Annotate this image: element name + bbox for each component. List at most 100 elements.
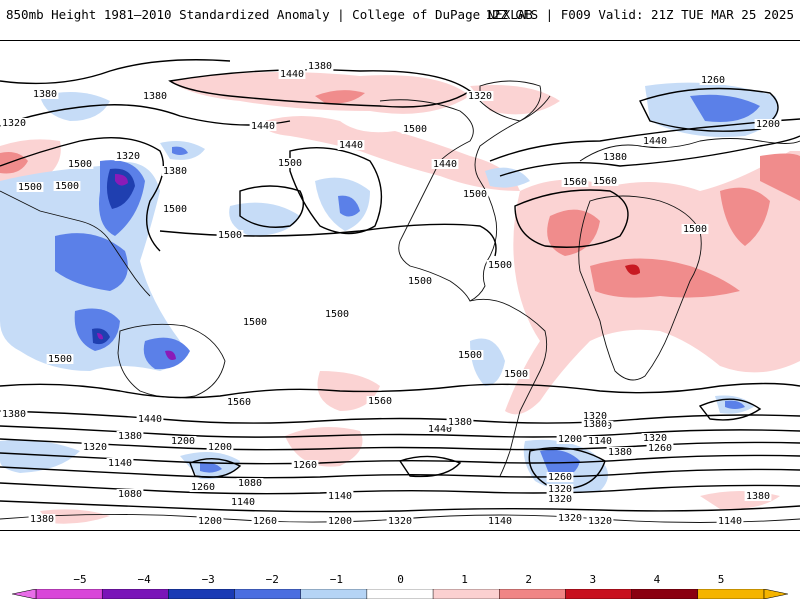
contour-label-bg (502, 369, 530, 379)
contour-label: 1500 (408, 276, 432, 287)
anomaly-positive-region (720, 187, 770, 246)
colorbar-cell (631, 589, 699, 599)
contour-label: 1380 (603, 152, 627, 163)
contour-label-bg (546, 472, 574, 482)
contour-label: 1260 (648, 443, 672, 454)
contour-label-bg (699, 75, 727, 85)
contour-label: 1260 (293, 460, 317, 471)
contour-label: 1500 (463, 189, 487, 200)
contour-label: 1440 (339, 140, 363, 151)
contour-line (398, 455, 462, 478)
colorbar-cell (499, 589, 566, 599)
contour-label: 1260 (253, 516, 277, 527)
contour-label: 1500 (163, 204, 187, 215)
colorbar-tick-label: −2 (265, 573, 279, 586)
colorbar-high-arrow (763, 589, 788, 599)
contour-label-bg (81, 442, 109, 452)
contour-label-bg (456, 350, 484, 360)
colorbar-cell (168, 589, 235, 599)
contour-label: 1440 (280, 69, 304, 80)
contour-label-bg (401, 124, 429, 134)
colorbar: −5 −4 −3 −2 −1 0 1 2 3 4 5 (0, 570, 800, 600)
contour-label: 1500 (18, 182, 42, 193)
anomaly-negative-region (690, 94, 760, 122)
contour-label-bg (561, 177, 589, 187)
anomaly-positive-region (170, 72, 470, 114)
anomaly-positive-region (625, 264, 640, 275)
contour-label: 1320 (558, 513, 582, 524)
colorbar-tick-label: 3 (589, 573, 597, 586)
anomaly-positive-region (315, 90, 365, 104)
contour-label: 1560 (368, 396, 392, 407)
contour-label: 1320 (468, 91, 492, 102)
contour-label: 1500 (243, 317, 267, 328)
contour-label: 1380 (448, 417, 472, 428)
contour-label-bg (754, 119, 782, 129)
colorbar-tick-label: 4 (653, 573, 661, 586)
contour-label-bg (0, 118, 28, 128)
contour-label: 1200 (208, 442, 232, 453)
contour-label: 1260 (548, 472, 572, 483)
anomaly-negative-region (200, 462, 222, 473)
contour-label-bg (326, 516, 354, 526)
contour-label: 1320 (83, 442, 107, 453)
contour-label-bg (581, 411, 609, 421)
contour-label-bg (16, 182, 44, 192)
contour-label: 1500 (488, 260, 512, 271)
contour-label: 1440 (138, 414, 162, 425)
contour-label-bg (116, 489, 144, 499)
contour-label: 1140 (488, 516, 512, 527)
contour-label-bg (306, 61, 334, 71)
contour-label-bg (406, 276, 434, 286)
contour-line (0, 410, 800, 424)
contour-label-bg (106, 458, 134, 468)
contour-label-bg (486, 516, 514, 526)
contour-label-bg (241, 317, 269, 327)
contour-label-bg (278, 69, 306, 79)
contour-label-bg (251, 516, 279, 526)
anomaly-positive-region (760, 153, 800, 201)
anomaly-negative-region (338, 195, 360, 217)
contour-label: 1440 (433, 159, 457, 170)
colorbar-cell (432, 589, 500, 599)
contour-line (528, 446, 606, 490)
anomaly-negative-region (55, 233, 128, 291)
contour-label-bg (236, 478, 264, 488)
colorbar-tick-label: 0 (397, 573, 404, 586)
contour-label-bg (546, 494, 574, 504)
contour-label-bg (556, 513, 584, 523)
anomaly-positive-region (0, 152, 28, 174)
weather-map[interactable]: 1380 1440 1380 1380 1320 1260 1200 1320 1440 1500… (0, 40, 800, 531)
contour-label: 1500 (683, 224, 707, 235)
anomaly-negative-region (470, 338, 505, 386)
colorbar-cell (565, 589, 632, 599)
colorbar-tick-label: −1 (329, 573, 344, 586)
contour-label: 1200 (558, 434, 582, 445)
contour-label: 1140 (108, 458, 132, 469)
colorbar-cell (234, 589, 301, 599)
colorbar-tick-label: −4 (137, 573, 151, 586)
colorbar-cell (366, 589, 434, 599)
anomaly-negative-region (165, 350, 176, 360)
contour-label: 1500 (218, 230, 242, 241)
contour-label: 1320 (116, 151, 140, 162)
contour-label: 1500 (48, 354, 72, 365)
contour-label-bg (337, 140, 365, 150)
contour-label: 1500 (325, 309, 349, 320)
coastline-south-america (469, 298, 548, 477)
map-title: 850mb Height 1981–2010 Standardized Anom… (6, 7, 533, 22)
contour-label: 1080 (238, 478, 262, 489)
colorbar-tick-label: 2 (525, 573, 532, 586)
contour-label-bg (586, 436, 614, 446)
contour-label-bg (229, 497, 257, 507)
anomaly-shading (0, 72, 800, 524)
contour-label-bg (606, 447, 634, 457)
contour-label-bg (591, 176, 619, 186)
contour-label: 1380 (746, 491, 770, 502)
contour-label: 1320 (2, 118, 26, 129)
contour-label: 1140 (328, 491, 352, 502)
contour-label: 1440 (251, 121, 275, 132)
contour-label: 1320 (388, 516, 412, 527)
contour-label-bg (431, 159, 459, 169)
anomaly-negative-region (725, 400, 745, 409)
